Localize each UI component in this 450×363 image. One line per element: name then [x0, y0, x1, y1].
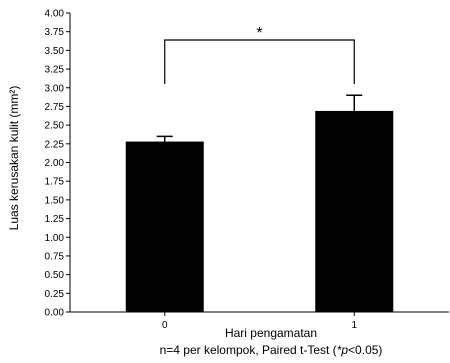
y-tick-label: 1.75 — [45, 177, 65, 188]
y-tick-label: 0.25 — [45, 289, 65, 300]
y-tick-label: 4.00 — [45, 9, 65, 20]
y-axis: 0.00 0.25 0.50 0.75 1.00 1.25 1.50 1.75 2.00 2.25… — [45, 9, 71, 319]
y-tick-label: 2.00 — [45, 158, 65, 169]
y-tick-label: 3.25 — [45, 65, 65, 76]
y-tick-label: 3.50 — [45, 46, 65, 57]
y-tick-label: 0.50 — [45, 270, 65, 281]
bar-0 — [125, 141, 204, 312]
x-tick-label: 0 — [162, 320, 168, 331]
error-bars-layer — [156, 94, 363, 142]
note-star: * — [337, 343, 342, 357]
significance-star: * — [256, 25, 262, 42]
y-tick-label: 2.50 — [45, 121, 65, 132]
x-tick-label: 1 — [351, 320, 357, 331]
x-axis-title: Hari pengamatan — [225, 326, 317, 340]
y-tick-label: 2.25 — [45, 139, 65, 150]
y-tick-label: 3.75 — [45, 27, 65, 38]
note-p: p — [340, 343, 348, 357]
bar-1 — [315, 110, 394, 312]
statistics-note: n=4 per kelompok, Paired t-Test (*p<0.05… — [160, 343, 383, 357]
bars-layer — [125, 110, 394, 312]
y-tick-label: 1.25 — [45, 214, 65, 225]
y-tick-label: 1.50 — [45, 195, 65, 206]
significance-bracket: * — [164, 25, 355, 84]
y-tick-label: 1.00 — [45, 233, 65, 244]
y-tick-label: 2.75 — [45, 102, 65, 113]
y-axis-title: Luas kerusakan kulit (mm²) — [7, 86, 21, 231]
y-tick-label: 0.75 — [45, 251, 65, 262]
bracket-line — [164, 39, 355, 84]
y-tick-label: 3.00 — [45, 83, 65, 94]
note-prefix: n=4 per kelompok, Paired t-Test ( — [160, 343, 337, 357]
note-suffix: <0.05) — [348, 343, 382, 357]
y-tick-label: 0.00 — [45, 308, 65, 319]
